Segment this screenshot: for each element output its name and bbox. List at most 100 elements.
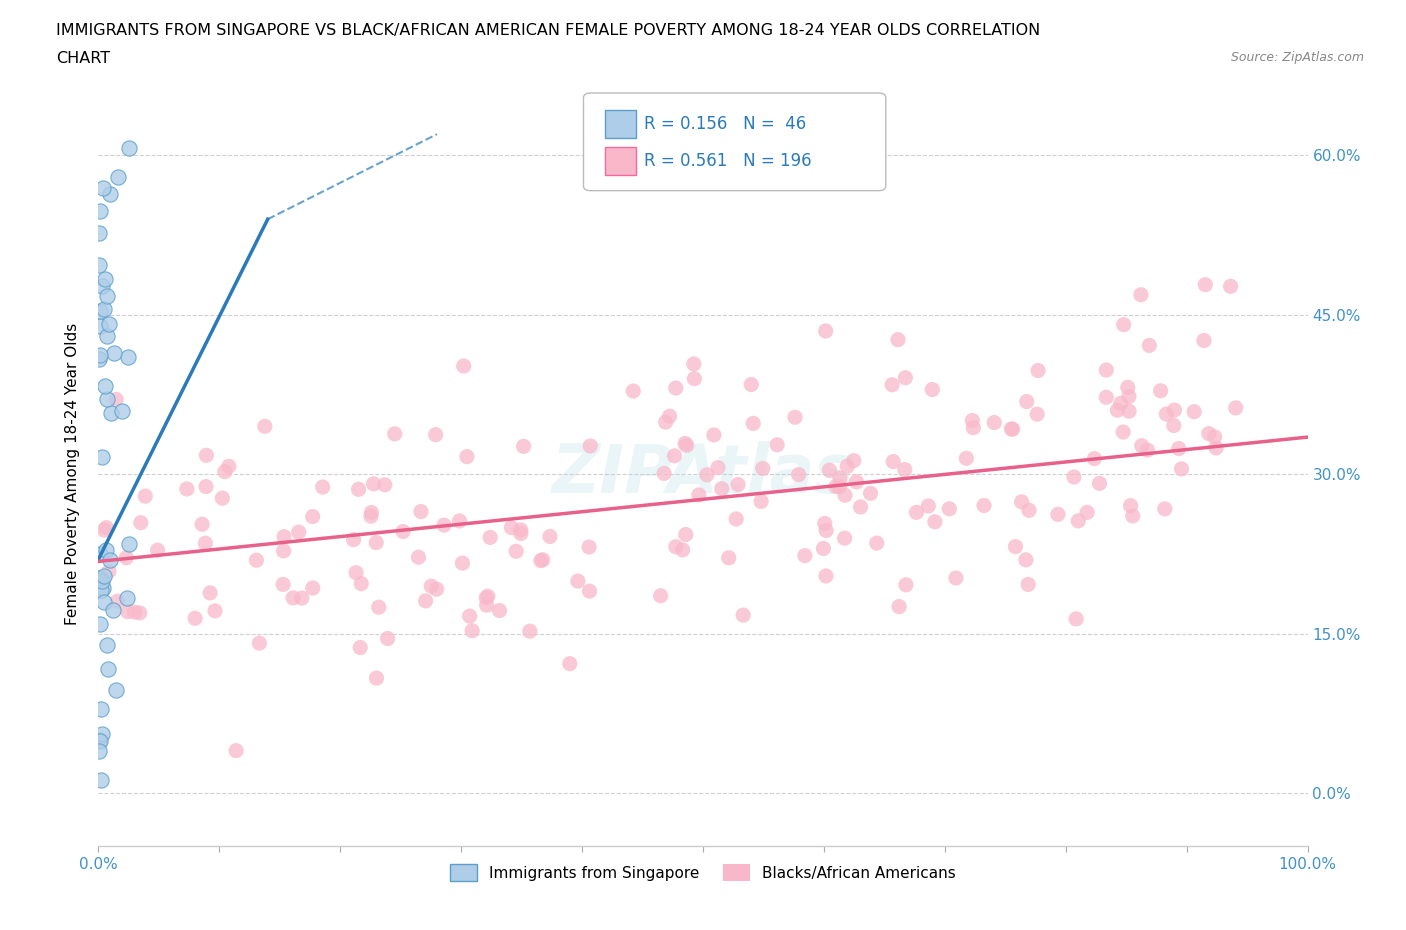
Point [96,328,118,343]
Point [531,552,554,567]
Point [558,657,581,671]
Point [367,600,389,615]
Point [665,539,688,554]
Text: R = 0.156   N =  46: R = 0.156 N = 46 [644,114,806,133]
Point [349,640,371,655]
Point [488,603,510,618]
Point [1130,438,1153,453]
Point [675,438,697,453]
Point [1018,503,1040,518]
Point [408,550,430,565]
Point [247,636,270,651]
Point [89,547,111,562]
Point [921,382,943,397]
Point [107,593,129,608]
Point [834,488,856,503]
Point [129,515,152,530]
Point [301,580,323,595]
Point [1182,405,1205,419]
Point [688,487,710,502]
Point [117,350,139,365]
Point [479,530,502,545]
Point [740,377,762,392]
Point [1067,513,1090,528]
Point [654,415,676,430]
Point [973,498,995,513]
Point [673,436,696,451]
Point [1136,443,1159,458]
Point [1017,577,1039,591]
Point [1026,363,1049,378]
Point [194,536,217,551]
Point [1219,279,1241,294]
Point [409,504,432,519]
Point [1063,470,1085,485]
Point [134,489,156,504]
Point [696,468,718,483]
Point [93,568,115,583]
Point [751,461,773,476]
Point [1109,396,1132,411]
Point [195,448,218,463]
Point [955,451,977,466]
Point [1225,401,1247,416]
Point [93,595,115,610]
Point [1026,406,1049,421]
Point [787,467,810,482]
Point [621,383,644,398]
Point [104,683,127,698]
Point [90,582,112,597]
Point [717,551,740,565]
Point [93,302,115,317]
Point [1046,507,1069,522]
Point [1015,394,1038,409]
Point [461,623,484,638]
Point [458,608,481,623]
Point [477,589,499,604]
Point [117,604,139,619]
Point [89,319,111,334]
Point [1163,403,1185,418]
Point [90,279,112,294]
Point [191,517,214,532]
Point [538,529,561,544]
Point [94,542,117,557]
Point [87,258,110,272]
Point [96,392,118,407]
Point [945,570,967,585]
Point [271,577,294,591]
Point [703,428,725,443]
Point [146,543,169,558]
Point [342,532,364,547]
Point [90,574,112,589]
Point [453,359,475,374]
Point [894,578,917,592]
Point [725,512,748,526]
Point [100,405,122,420]
Point [287,525,309,539]
Point [128,605,150,620]
Point [96,520,118,535]
Point [710,482,733,497]
Point [253,418,276,433]
Point [834,531,856,546]
Point [842,453,865,468]
Point [1000,421,1022,436]
Point [475,591,498,605]
Point [87,732,110,747]
Point [859,485,882,500]
Point [567,574,589,589]
Text: R = 0.561   N = 196: R = 0.561 N = 196 [644,152,811,170]
Point [425,427,447,442]
Point [1015,552,1038,567]
Point [350,577,373,591]
Point [90,449,112,464]
Point [665,380,688,395]
Point [420,578,443,593]
Point [683,371,706,386]
Point [813,541,835,556]
Point [579,439,602,454]
Point [818,463,841,478]
Point [433,518,456,533]
Point [530,553,553,568]
